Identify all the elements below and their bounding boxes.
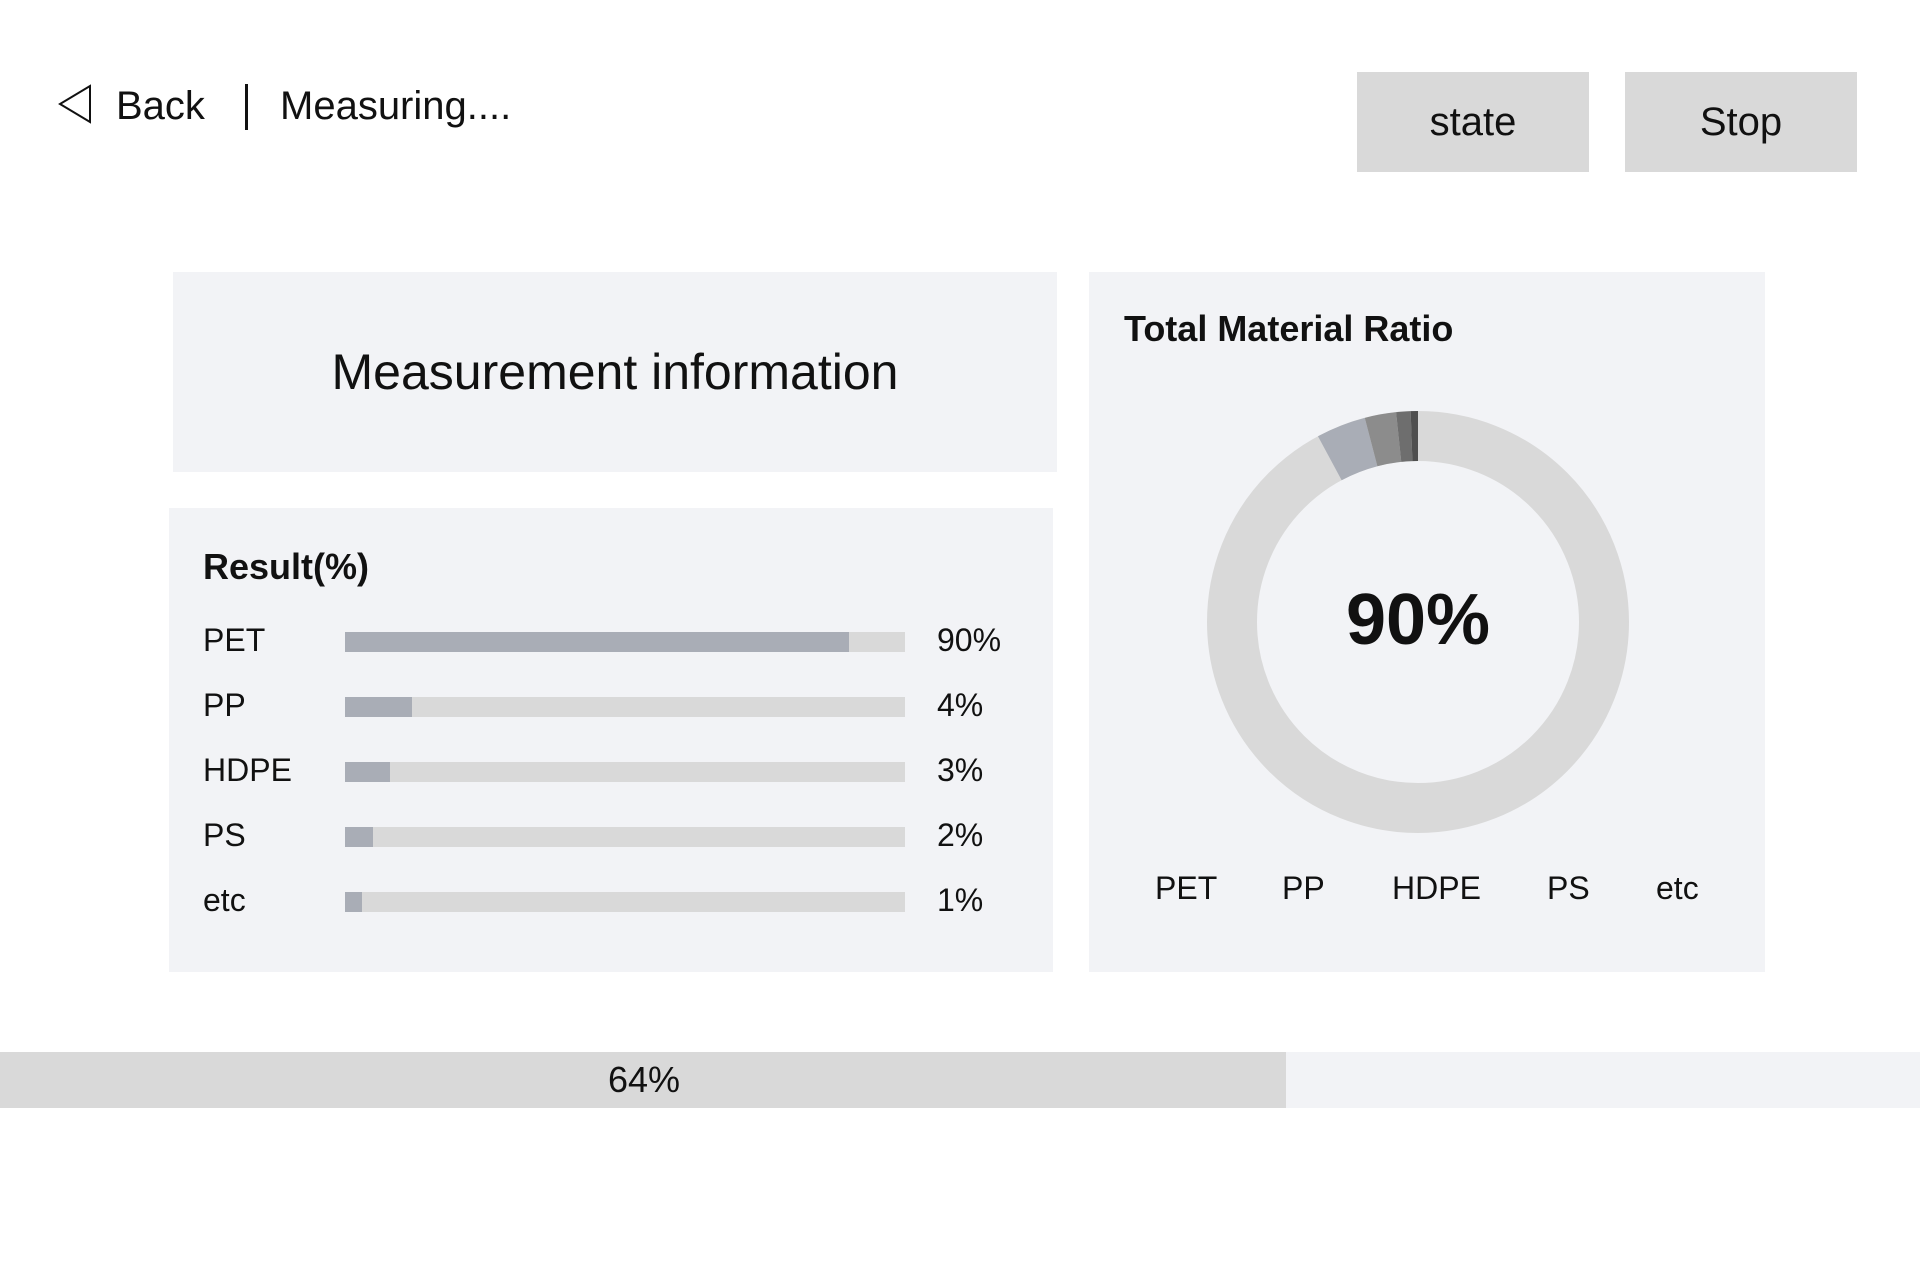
result-value: 3% xyxy=(937,752,984,788)
result-row-pet: PET 90% xyxy=(203,620,1023,660)
result-value: 4% xyxy=(937,687,984,723)
result-bar-fill xyxy=(345,632,849,652)
legend-pp: PP xyxy=(1282,870,1325,906)
donut-center-value: 90% xyxy=(1345,580,1491,660)
material-ratio-panel: Total Material Ratio 90% PET PP HDPE PS … xyxy=(1089,272,1765,972)
result-label: HDPE xyxy=(203,752,292,788)
result-value: 2% xyxy=(937,817,984,853)
result-bar-track xyxy=(345,827,905,847)
result-row-pp: PP 4% xyxy=(203,685,1023,725)
legend-pet: PET xyxy=(1155,870,1218,906)
legend-etc: etc xyxy=(1656,870,1699,906)
result-bar-track xyxy=(345,697,905,717)
progress-fill xyxy=(0,1052,1287,1108)
result-bar-track xyxy=(345,632,905,652)
result-bar-fill xyxy=(345,697,413,717)
back-button[interactable]: Back xyxy=(116,84,205,128)
result-bar-fill xyxy=(345,762,390,782)
measurement-progress-bar: 64% xyxy=(0,1052,1920,1108)
result-value: 90% xyxy=(937,622,1002,658)
result-panel: Result(%) PET 90% PP 4% HDPE 3% PS xyxy=(169,508,1053,972)
result-row-hdpe: HDPE 3% xyxy=(203,750,1023,790)
page-title: Measuring.... xyxy=(280,84,512,128)
result-label: PP xyxy=(203,687,246,723)
result-bar-fill xyxy=(345,892,362,912)
header-divider xyxy=(245,84,248,130)
state-button[interactable]: state xyxy=(1357,72,1589,172)
material-ratio-title: Total Material Ratio xyxy=(1124,308,1454,349)
legend-ps: PS xyxy=(1547,870,1590,906)
measurement-info-panel: Measurement information xyxy=(173,272,1057,472)
result-label: PET xyxy=(203,622,266,658)
legend-hdpe: HDPE xyxy=(1392,870,1481,906)
result-bar-track xyxy=(345,762,905,782)
result-value: 1% xyxy=(937,882,984,918)
measurement-info-title: Measurement information xyxy=(331,344,899,400)
result-label: etc xyxy=(203,882,246,918)
result-bar-fill xyxy=(345,827,373,847)
back-arrow-icon[interactable] xyxy=(56,84,96,124)
progress-label: 64% xyxy=(607,1059,681,1100)
stop-button[interactable]: Stop xyxy=(1625,72,1857,172)
result-label: PS xyxy=(203,817,246,853)
donut-segment-etc xyxy=(1207,411,1629,833)
result-row-etc: etc 1% xyxy=(203,880,1023,920)
result-title: Result(%) xyxy=(203,546,370,587)
result-row-ps: PS 2% xyxy=(203,815,1023,855)
result-bar-track xyxy=(345,892,905,912)
material-ratio-donut xyxy=(1207,411,1629,833)
